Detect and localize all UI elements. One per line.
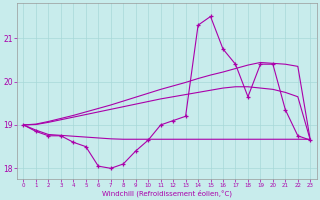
X-axis label: Windchill (Refroidissement éolien,°C): Windchill (Refroidissement éolien,°C) [102,189,232,197]
